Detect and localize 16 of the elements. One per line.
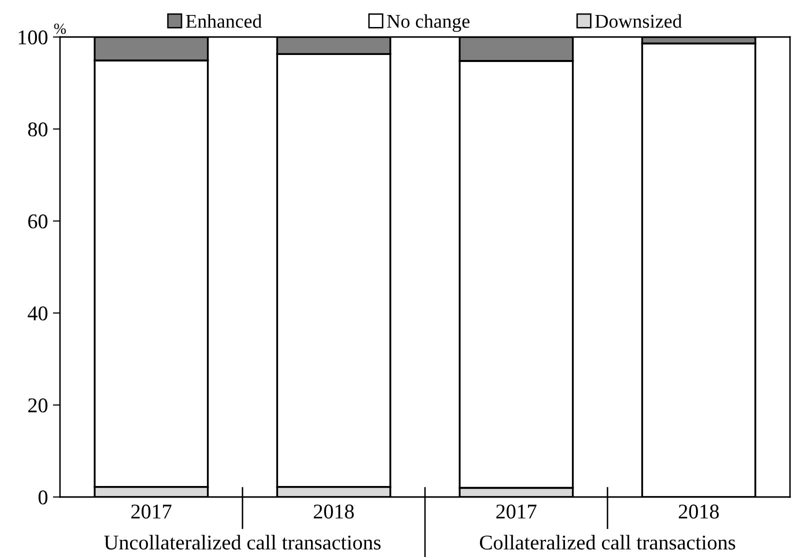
x-tick-label: 2018 — [678, 504, 719, 519]
y-tick-label: 60 — [28, 214, 48, 228]
legend-label: No change — [387, 14, 470, 32]
x-tick-label: 2017 — [496, 504, 536, 519]
y-tick-label: 100 — [18, 30, 48, 44]
y-tick-label: 0 — [38, 490, 48, 504]
y-axis-title: % — [54, 24, 66, 34]
legend-label: Downsized — [595, 14, 682, 28]
legend-label: Enhanced — [186, 14, 262, 28]
y-tick-label: 80 — [28, 122, 48, 136]
y-tick-label: 40 — [28, 306, 48, 320]
x-tick-label: 2018 — [314, 504, 354, 519]
text: Uncollateralized call transactions — [104, 534, 381, 550]
text: Collateralized call transactions — [480, 534, 736, 550]
y-tick-label: 20 — [28, 398, 48, 412]
x-tick-label: 2017 — [131, 504, 172, 519]
